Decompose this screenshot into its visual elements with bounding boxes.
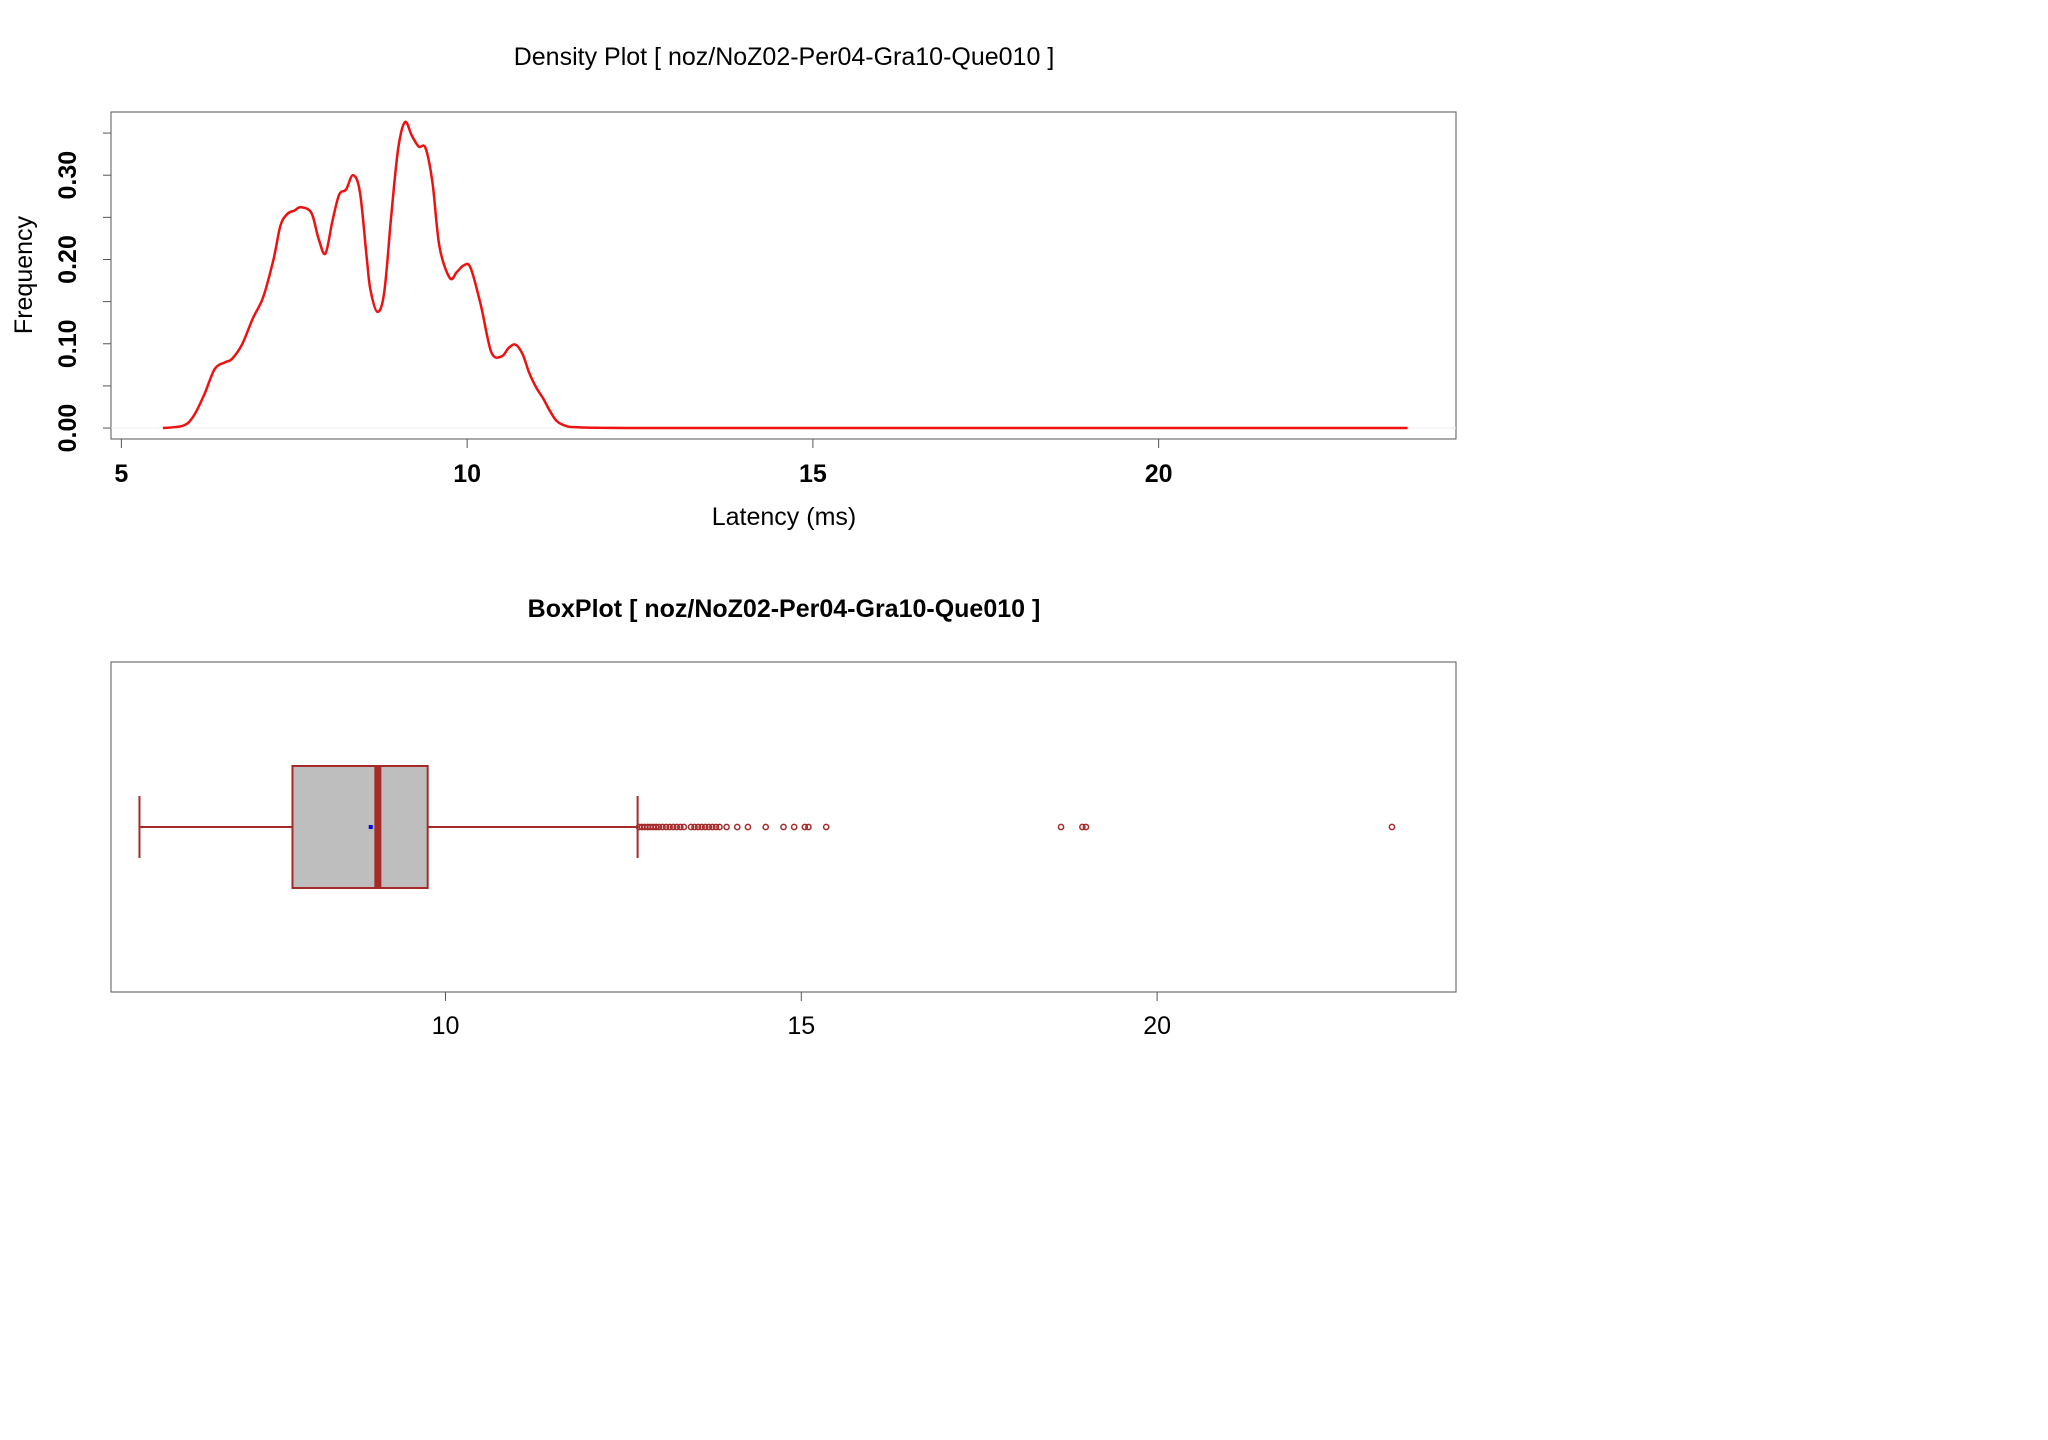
boxplot-elements — [138, 765, 639, 889]
outlier-point — [716, 823, 723, 831]
outlier-point — [687, 823, 695, 831]
outlier-point — [744, 823, 752, 831]
outlier-point — [691, 823, 698, 831]
outlier-point — [1388, 823, 1396, 831]
density-y-tick-label: 0.00 — [54, 404, 82, 453]
interquartile-box — [291, 765, 429, 889]
density-x-label: Latency (ms) — [712, 503, 856, 531]
outlier-point — [694, 823, 702, 831]
outlier-point — [822, 823, 830, 831]
outlier-point — [705, 823, 713, 831]
outlier-point — [805, 823, 812, 831]
outlier-point — [790, 823, 798, 831]
density-x-tick-label: 5 — [114, 460, 128, 488]
outlier-point — [698, 823, 706, 831]
figure: Density Plot [ noz/NoZ02-Per04-Gra10-Que… — [10, 43, 1457, 1040]
outlier-point — [762, 823, 770, 831]
density-x-tick-label: 20 — [1145, 460, 1173, 488]
density-plot-frame — [110, 111, 1457, 440]
outlier-point — [680, 823, 688, 831]
density-x-ticks: 5 10 15 20 — [114, 439, 1173, 488]
outlier-point — [673, 823, 681, 831]
mean-marker — [368, 825, 373, 829]
density-y-ticks: 0.00 0.10 0.20 0.30 — [54, 132, 111, 453]
outlier-point — [669, 823, 677, 831]
density-curve — [162, 120, 1408, 430]
outlier-point — [708, 823, 716, 831]
boxplot-x-tick-label: 15 — [787, 1012, 815, 1040]
outlier-point — [1082, 823, 1090, 831]
outlier-point — [676, 823, 684, 831]
outlier-point — [666, 823, 673, 831]
density-title: Density Plot [ noz/NoZ02-Per04-Gra10-Que… — [514, 43, 1055, 71]
boxplot-x-tick-label: 20 — [1143, 1012, 1171, 1040]
outlier-point — [733, 823, 741, 831]
outlier-point — [801, 823, 809, 831]
outlier-point — [662, 823, 670, 831]
density-panel: Density Plot [ noz/NoZ02-Per04-Gra10-Que… — [10, 43, 1457, 531]
outlier-point — [1057, 823, 1065, 831]
density-y-tick-label: 0.30 — [54, 151, 82, 200]
boxplot-x-ticks: 10 15 20 — [432, 992, 1171, 1040]
density-x-tick-label: 15 — [799, 460, 827, 488]
boxplot-title: BoxPlot [ noz/NoZ02-Per04-Gra10-Que010 ] — [528, 595, 1041, 623]
outlier-point — [655, 823, 663, 831]
boxplot-outliers — [635, 823, 1396, 831]
boxplot-x-tick-label: 10 — [432, 1012, 460, 1040]
outlier-point — [780, 823, 787, 831]
density-y-label: Frequency — [10, 215, 38, 334]
density-x-tick-label: 10 — [453, 460, 481, 488]
outlier-point — [701, 823, 709, 831]
density-y-tick-label: 0.10 — [54, 319, 82, 368]
outlier-point — [659, 823, 666, 831]
density-y-tick-label: 0.20 — [54, 235, 82, 284]
outlier-point — [723, 823, 730, 831]
outlier-point — [652, 823, 660, 831]
outlier-point — [712, 823, 720, 831]
boxplot-panel: BoxPlot [ noz/NoZ02-Per04-Gra10-Que010 ]… — [110, 595, 1457, 1040]
outlier-point — [1079, 823, 1086, 831]
